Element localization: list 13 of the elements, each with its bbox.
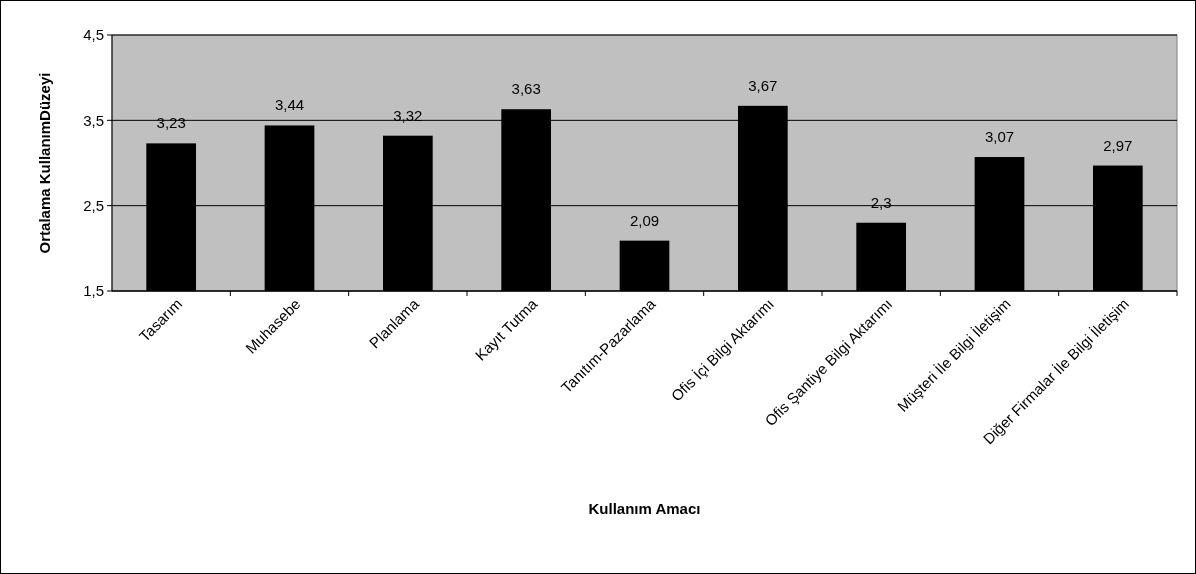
data-label: 3,07 (984, 128, 1015, 146)
y-tick-label: 1,5 (83, 282, 104, 300)
data-label: 3,63 (511, 80, 541, 98)
data-label: 3,67 (748, 76, 778, 94)
data-label: 3,32 (393, 106, 423, 124)
data-label: 3,44 (274, 96, 305, 114)
data-label: 2,09 (629, 211, 660, 229)
y-tick-label: 4,5 (83, 26, 104, 44)
x-axis-title: Kullanım Amacı (588, 500, 701, 517)
data-label: 2,97 (1103, 136, 1133, 154)
y-tick-label: 2,5 (83, 196, 104, 214)
y-axis-title: Ortalama KullanımDüzeyi (36, 72, 53, 254)
y-tick-label: 3,5 (83, 111, 104, 129)
